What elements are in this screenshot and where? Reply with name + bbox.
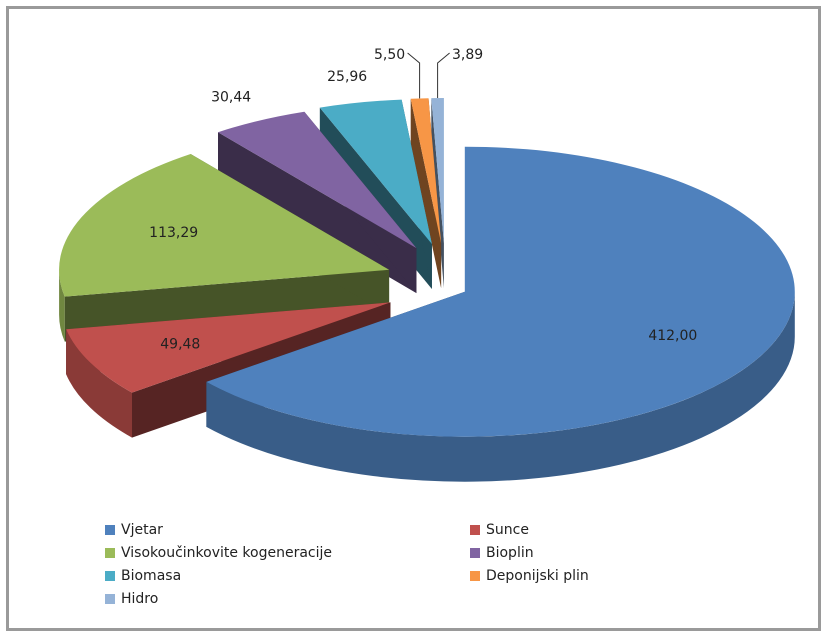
slice <box>218 111 417 249</box>
slice <box>431 97 444 243</box>
data-label: 3,89 <box>452 47 483 63</box>
frame <box>6 6 821 631</box>
legend-label: Bioplin <box>486 545 534 561</box>
legend-label: Vjetar <box>121 522 163 538</box>
slice <box>59 154 390 297</box>
legend-swatch <box>105 525 115 535</box>
legend-swatch <box>470 548 480 558</box>
legend-swatch <box>105 571 115 581</box>
slice <box>410 98 442 244</box>
data-label: 30,44 <box>211 90 251 106</box>
slice <box>66 302 391 393</box>
legend-label: Visokoučinkovite kogeneracije <box>121 545 332 561</box>
legend-swatch <box>470 571 480 581</box>
slice-wall <box>59 269 65 342</box>
slice <box>319 99 432 244</box>
legend-swatch <box>470 525 480 535</box>
slice-side <box>218 132 417 294</box>
slice <box>206 146 795 437</box>
legend-label: Deponijski plin <box>486 568 589 584</box>
slice-wall <box>66 329 132 438</box>
legend-swatch <box>105 594 115 604</box>
leader-line <box>407 52 421 99</box>
data-label: 113,29 <box>149 225 198 241</box>
data-label: 25,96 <box>327 69 367 85</box>
legend-label: Hidro <box>121 591 158 607</box>
data-label: 412,00 <box>648 328 697 344</box>
slice-wall <box>206 291 795 482</box>
data-label: 5,50 <box>374 47 405 63</box>
leader-line <box>437 52 450 98</box>
data-label: 49,48 <box>160 337 200 353</box>
legend-swatch <box>105 548 115 558</box>
legend-label: Sunce <box>486 522 529 538</box>
legend-label: Biomasa <box>121 568 181 584</box>
slice-side <box>410 98 442 289</box>
